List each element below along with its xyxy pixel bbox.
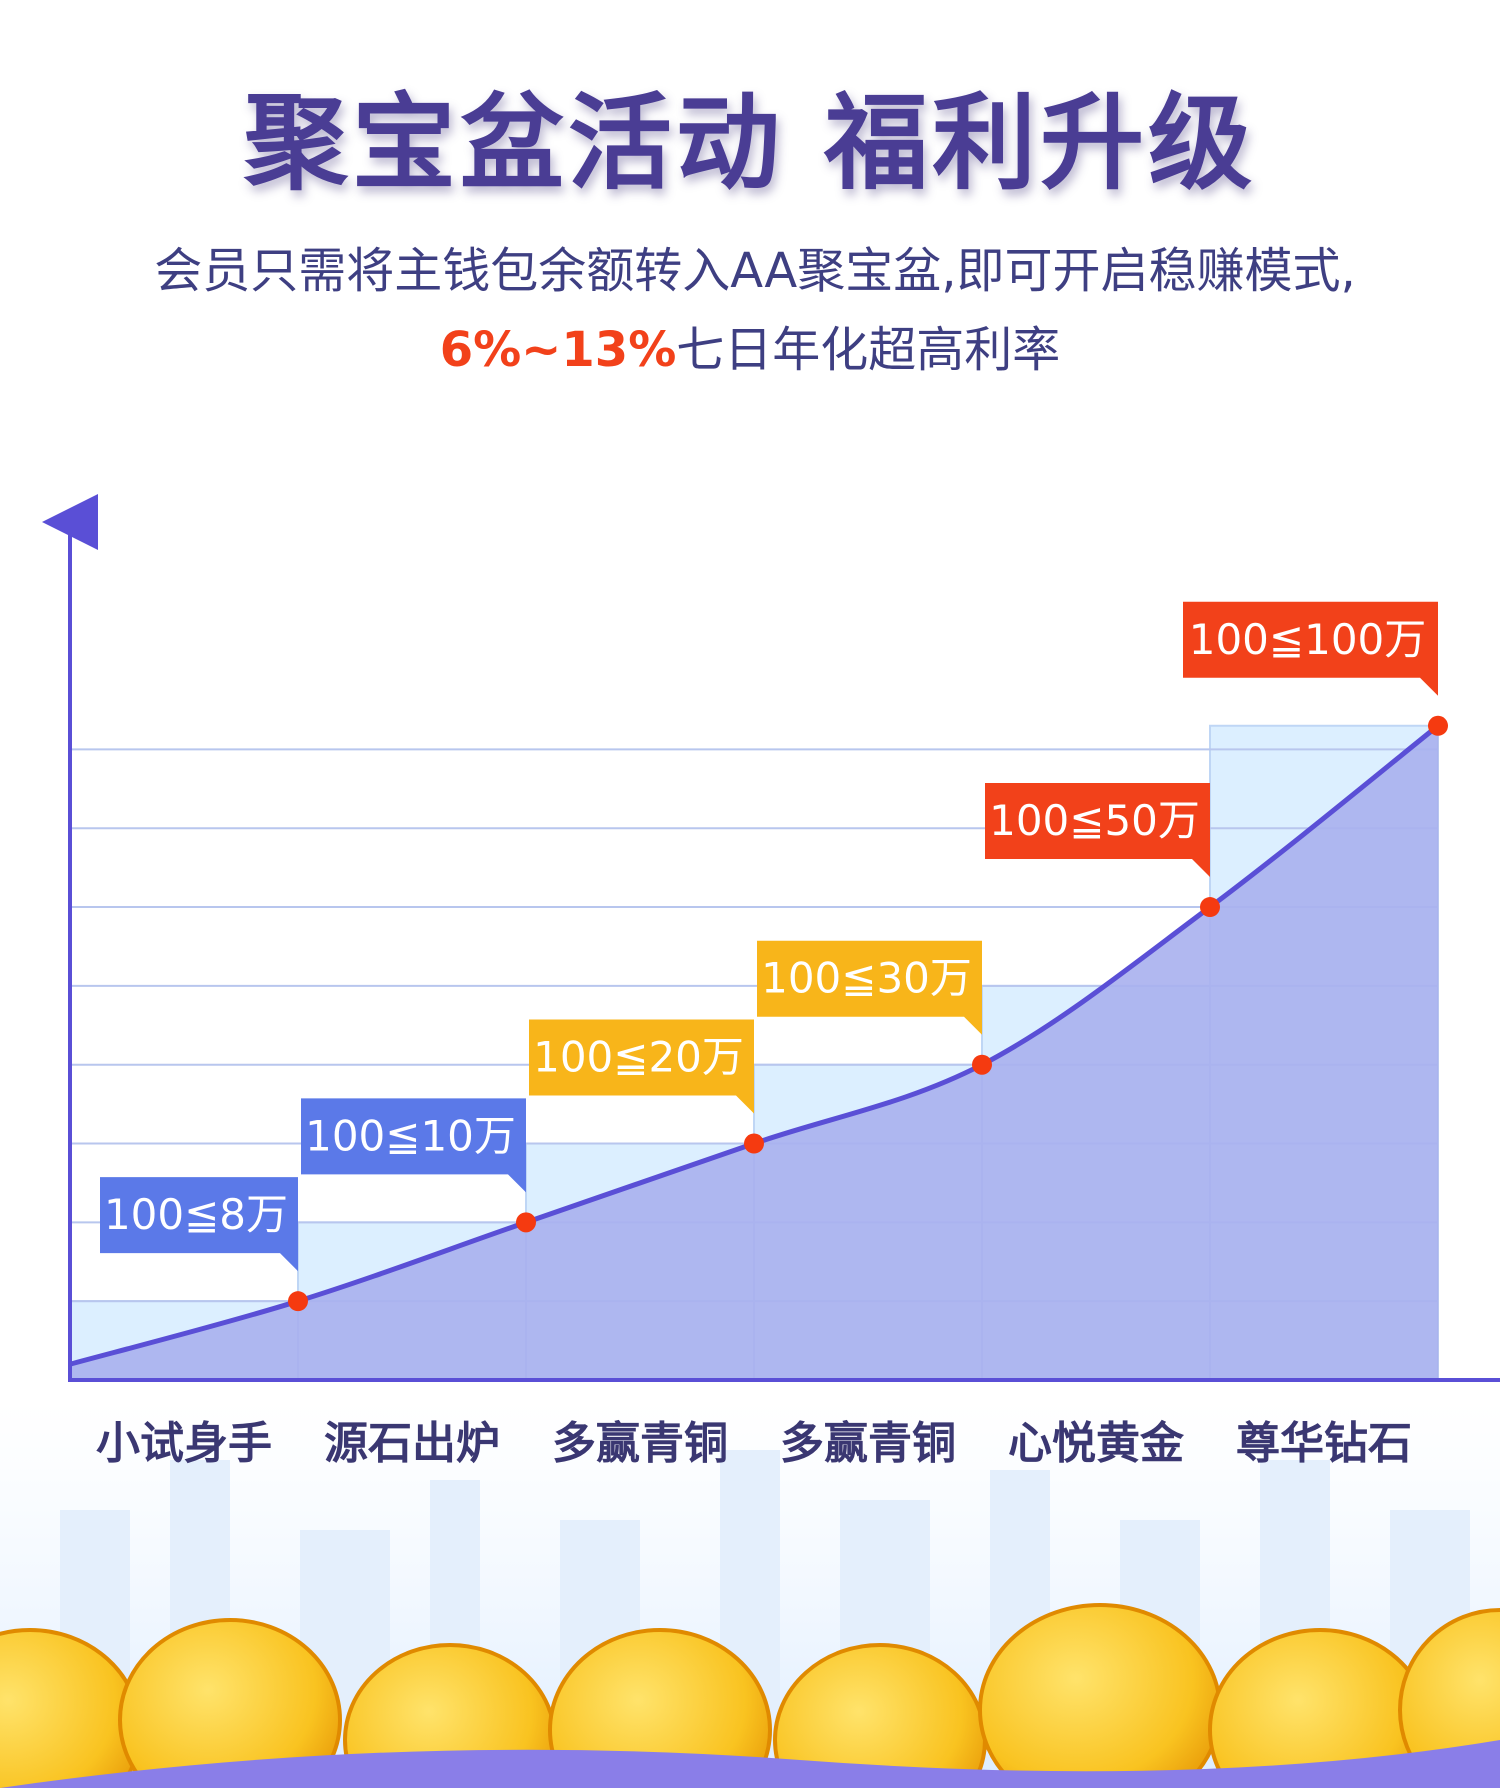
data-point-6 — [1428, 715, 1448, 736]
x-tick-labels: 小试身手 源石出炉 多赢青铜 多赢青铜 心悦黄金 尊华钻石 — [96, 1418, 1412, 1469]
tier-tag-6: 100≦100万 — [1183, 601, 1438, 696]
subtitle-line-2: 6%~13%七日年化超高利率 — [0, 322, 1500, 380]
tier-tag-4: 100≦30万 — [757, 940, 982, 1035]
tier-tag-2: 100≦10万 — [301, 1098, 526, 1193]
x-tick-label-2: 源石出炉 — [324, 1418, 500, 1469]
x-tick-label-4: 多赢青铜 — [780, 1418, 956, 1469]
tier-tags: 100≦8万 100≦10万 100≦20万 100≦30万 100≦50万 100≦10… — [100, 601, 1438, 1272]
subtitle-line-1: 会员只需将主钱包余额转入AA聚宝盆,即可开启稳赚模式, — [154, 243, 1356, 299]
data-point-2 — [516, 1212, 536, 1233]
tier-tag-label: 100≦10万 — [305, 1111, 516, 1160]
tier-tag-box — [757, 940, 982, 1035]
coin-background — [0, 1400, 1500, 1788]
data-point-3 — [744, 1133, 764, 1154]
tier-tag-box — [100, 1177, 298, 1272]
data-point-4 — [972, 1054, 992, 1075]
data-point-1 — [288, 1291, 308, 1312]
tier-tag-label: 100≦100万 — [1189, 615, 1427, 664]
tier-tag-box — [301, 1098, 526, 1193]
rate-range: 6%~13% — [439, 322, 677, 378]
tier-tag-label: 100≦8万 — [104, 1190, 288, 1239]
x-tick-label-3: 多赢青铜 — [552, 1418, 728, 1469]
page-title: 聚宝盆活动 福利升级 — [243, 82, 1257, 204]
coin-row — [0, 1603, 1500, 1788]
growth-area — [70, 725, 1438, 1380]
tier-tag-label: 100≦30万 — [761, 954, 972, 1003]
x-tick-label-5: 心悦黄金 — [1008, 1418, 1185, 1469]
data-point-5 — [1200, 897, 1220, 918]
x-tick-label-6: 尊华钻石 — [1236, 1418, 1412, 1469]
x-tick-label-1: 小试身手 — [96, 1418, 272, 1469]
tier-tag-1: 100≦8万 — [100, 1177, 298, 1272]
tier-tag-label: 100≦20万 — [533, 1033, 744, 1082]
tier-tag-box — [1183, 601, 1438, 696]
tier-tag-box — [529, 1019, 754, 1114]
tier-tag-label: 100≦50万 — [989, 796, 1200, 845]
tier-tag-5: 100≦50万 — [985, 783, 1210, 878]
tier-tag-3: 100≦20万 — [529, 1019, 754, 1114]
data-points — [288, 715, 1448, 1312]
growth-chart: 100≦8万 100≦10万 100≦20万 100≦30万 100≦50万 100≦10… — [42, 494, 1500, 1469]
tier-tag-box — [985, 783, 1210, 878]
rate-description: 七日年化超高利率 — [676, 322, 1061, 378]
